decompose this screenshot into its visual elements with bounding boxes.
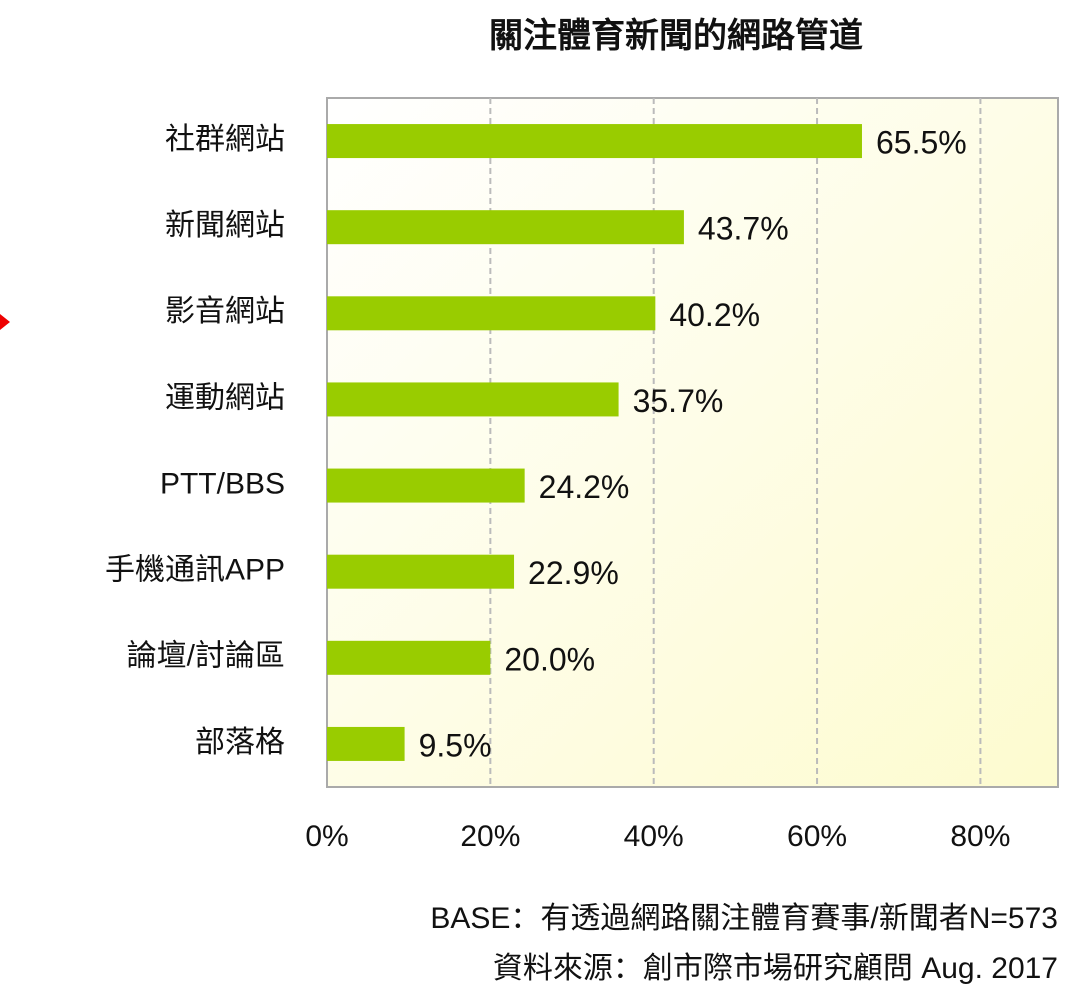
x-tick-label: 40% [624,820,684,853]
data-label: 40.2% [669,297,760,333]
x-tick-label: 20% [460,820,520,853]
data-label: 35.7% [633,383,724,419]
footnote: BASE：有透過網路關注體育賽事/新聞者N=573 [430,902,1058,935]
data-label: 65.5% [876,125,967,161]
data-label: 20.0% [504,641,595,677]
data-label: 9.5% [419,727,492,763]
bar [327,210,684,245]
data-label: 24.2% [539,469,630,505]
data-label: 22.9% [528,555,619,591]
y-tick-label: 新聞網站 [165,209,285,242]
x-tick-label: 0% [305,820,348,853]
bar [327,382,619,417]
y-tick-label: 論壇/討論區 [127,640,285,673]
bar [327,640,491,675]
y-tick-label: 部落格 [195,726,285,759]
x-tick-label: 80% [950,820,1010,853]
bar [327,726,405,761]
footnote: 資料來源：創市際市場研究顧問 Aug. 2017 [493,952,1058,985]
plot-area [326,97,1059,788]
y-tick-label: 影音網站 [165,295,285,328]
chart-title: 關注體育新聞的網路管道 [489,17,863,55]
data-label: 43.7% [698,211,789,247]
y-tick-label: 手機通訊APP [105,554,285,587]
y-tick-label: PTT/BBS [160,467,285,500]
x-tick-label: 60% [787,820,847,853]
y-tick-label: 社群網站 [165,123,285,156]
bar [327,468,525,503]
arrow-icon [0,314,10,330]
bar [327,296,656,331]
bar [327,554,515,589]
bar [327,124,862,159]
y-tick-label: 運動網站 [165,381,285,414]
